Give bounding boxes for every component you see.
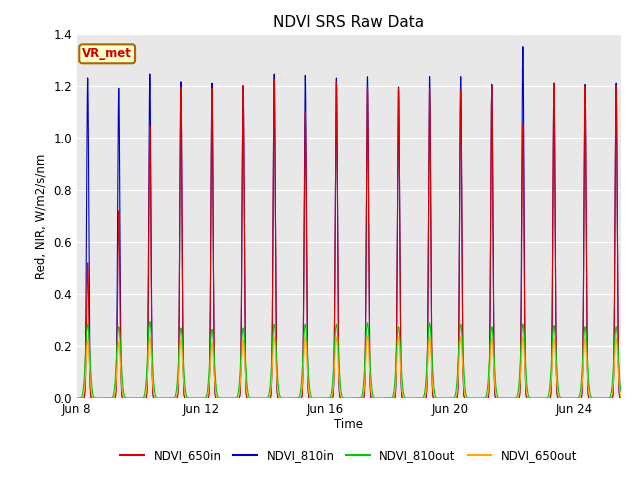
NDVI_810in — [470, 396, 477, 401]
NDVI_650in — [617, 396, 625, 401]
Line: NDVI_810in: NDVI_810in — [77, 47, 621, 398]
NDVI_650in — [470, 396, 477, 401]
NDVI_650in — [73, 396, 81, 401]
X-axis label: Time: Time — [334, 418, 364, 431]
NDVI_650out — [164, 396, 172, 401]
Line: NDVI_650out: NDVI_650out — [77, 336, 621, 398]
NDVI_810out — [436, 396, 444, 401]
NDVI_650in — [572, 396, 579, 401]
Legend: NDVI_650in, NDVI_810in, NDVI_810out, NDVI_650out: NDVI_650in, NDVI_810in, NDVI_810out, NDV… — [116, 444, 582, 467]
NDVI_810out — [146, 319, 154, 324]
Text: VR_met: VR_met — [82, 48, 132, 60]
Line: NDVI_650in: NDVI_650in — [77, 79, 621, 398]
Y-axis label: Red, NIR, W/m2/s/nm: Red, NIR, W/m2/s/nm — [35, 153, 47, 279]
NDVI_810out — [164, 396, 172, 401]
NDVI_650out — [436, 396, 444, 401]
NDVI_810in — [572, 396, 579, 401]
NDVI_810out — [253, 396, 260, 401]
Line: NDVI_810out: NDVI_810out — [77, 322, 621, 398]
NDVI_810in — [436, 396, 444, 401]
NDVI_650out — [253, 396, 260, 401]
NDVI_650out — [572, 396, 579, 401]
NDVI_650out — [73, 396, 81, 401]
NDVI_810out — [73, 396, 81, 401]
NDVI_810in — [73, 396, 81, 401]
NDVI_810out — [617, 388, 625, 394]
NDVI_650out — [240, 347, 248, 352]
NDVI_650in — [253, 396, 260, 401]
NDVI_650in — [436, 396, 444, 401]
NDVI_810out — [470, 396, 477, 401]
NDVI_810out — [240, 333, 248, 338]
NDVI_810out — [572, 396, 579, 401]
NDVI_650in — [240, 193, 248, 199]
NDVI_810out — [596, 396, 604, 401]
NDVI_810in — [99, 396, 107, 401]
NDVI_810in — [617, 396, 625, 401]
NDVI_810in — [253, 396, 260, 401]
NDVI_650out — [364, 333, 371, 339]
NDVI_650in — [99, 396, 107, 401]
Title: NDVI SRS Raw Data: NDVI SRS Raw Data — [273, 15, 424, 30]
NDVI_650out — [617, 394, 625, 400]
NDVI_650out — [470, 396, 477, 401]
NDVI_650in — [164, 396, 172, 401]
NDVI_810in — [240, 193, 248, 199]
NDVI_650in — [270, 76, 278, 82]
NDVI_650out — [99, 396, 107, 401]
NDVI_810in — [519, 44, 527, 49]
NDVI_810in — [164, 396, 172, 401]
